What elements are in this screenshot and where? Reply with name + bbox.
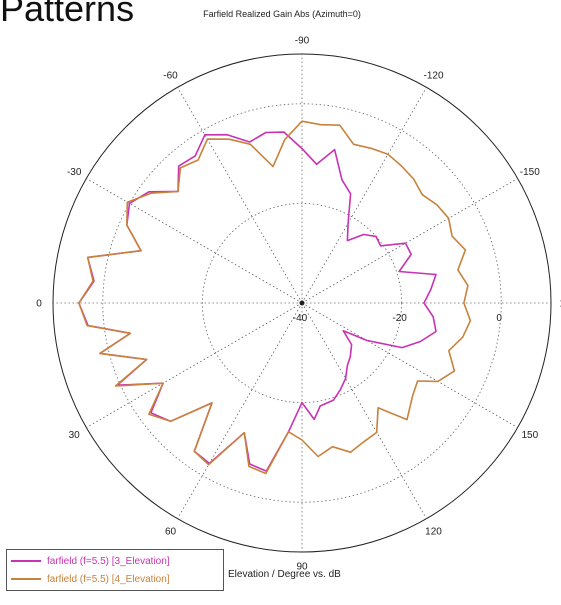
axis-footer-label: Elevation / Degree vs. dB <box>228 569 341 580</box>
slide-title: Patterns <box>0 0 135 29</box>
angle-tick-label-10: 18 <box>559 299 561 310</box>
legend-label-series-1: farfield (f=5.5) [3_Elevation] <box>47 555 170 567</box>
angle-tick-label-6: 60 <box>165 526 177 537</box>
grid-spoke-2 <box>177 87 303 304</box>
series-line-1 <box>78 131 437 472</box>
angular-grid <box>53 54 551 552</box>
chart-title: Farfield Realized Gain Abs (Azimuth=0) <box>203 9 361 19</box>
angle-tick-label-2: -60 <box>163 71 178 82</box>
angle-tick-label-3: -30 <box>67 167 82 178</box>
series-line-2 <box>78 120 472 475</box>
legend: farfield (f=5.5) [3_Elevation] farfield … <box>6 549 224 591</box>
grid-spoke-3 <box>86 178 303 304</box>
tick-labels: -90 -60 -30 0 30 60 90 120 150 18 -150 -120 -40 -20 0 <box>36 36 561 573</box>
legend-item-series-1: farfield (f=5.5) [3_Elevation] <box>11 553 170 569</box>
grid-spoke-12 <box>301 87 427 304</box>
angle-tick-label-1: -90 <box>295 36 310 47</box>
radial-tick-label-2: -20 <box>392 313 407 324</box>
series-layer <box>78 120 472 475</box>
angle-tick-label-12: -120 <box>423 71 443 82</box>
center-dot <box>299 300 305 306</box>
radial-tick-label-3: 0 <box>496 313 502 324</box>
legend-swatch-series-2 <box>11 578 41 580</box>
angle-tick-label-8: 120 <box>425 526 442 537</box>
grid-spoke-8 <box>301 302 427 519</box>
grid-spoke-6 <box>177 302 303 519</box>
grid-spoke-5 <box>86 302 303 428</box>
grid-ring-3 <box>102 103 502 503</box>
radial-tick-label-1: -40 <box>293 313 308 324</box>
angle-tick-label-7: 90 <box>296 562 308 573</box>
grid-spoke-9 <box>301 302 518 428</box>
angle-tick-label-9: 150 <box>521 430 538 441</box>
angle-tick-label-5: 30 <box>69 430 81 441</box>
legend-swatch-series-1 <box>11 560 41 562</box>
legend-label-series-2: farfield (f=5.5) [4_Elevation] <box>47 573 170 585</box>
grid-spoke-11 <box>301 178 518 304</box>
angle-tick-label-4: 0 <box>36 299 42 310</box>
legend-item-series-2: farfield (f=5.5) [4_Elevation] <box>11 571 170 587</box>
angle-tick-label-11: -150 <box>520 167 540 178</box>
